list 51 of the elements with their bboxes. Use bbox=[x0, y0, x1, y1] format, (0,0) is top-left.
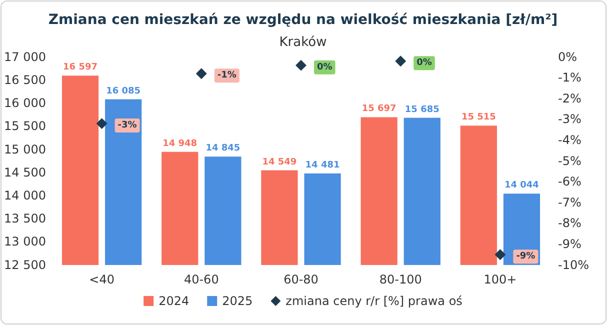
y2-tick-label: -3% bbox=[558, 112, 582, 126]
point bbox=[96, 118, 108, 130]
y2-tick-label: 0% bbox=[558, 50, 578, 64]
y-tick-label: 14 500 bbox=[4, 165, 46, 180]
y2-tick-label: -4% bbox=[558, 133, 582, 148]
point bbox=[196, 68, 207, 80]
x-tick-label: 60-80 bbox=[284, 272, 318, 287]
data-label: 14 044 bbox=[504, 180, 539, 191]
legend-label: 2024 bbox=[158, 294, 190, 308]
data-label: 0% bbox=[416, 58, 432, 68]
x-tick-label: 80-100 bbox=[379, 272, 422, 287]
data-label: 16 597 bbox=[63, 62, 98, 73]
chart-title: Zmiana cen mieszkań ze względu na wielkość mieszkania [zł/m²] bbox=[48, 12, 558, 28]
y2-tick-label: -9% bbox=[558, 237, 582, 252]
x-tick-label: 100+ bbox=[484, 272, 517, 287]
chart-subtitle: Kraków bbox=[279, 35, 328, 50]
x-tick-label: <40 bbox=[89, 272, 114, 287]
point bbox=[296, 60, 306, 71]
data-label: 16 085 bbox=[106, 86, 141, 96]
data-label: 14 549 bbox=[262, 157, 297, 168]
y2-tick-label: -1% bbox=[558, 70, 582, 85]
data-label: -3% bbox=[118, 120, 137, 131]
legend-label: 2025 bbox=[222, 294, 253, 308]
data-label: 15 515 bbox=[461, 112, 496, 123]
y-tick-label: 12 500 bbox=[4, 258, 46, 272]
y-tick-label: 15 000 bbox=[4, 142, 46, 156]
y-tick-label: 14 000 bbox=[4, 188, 46, 203]
y-tick-label: 17 000 bbox=[4, 50, 46, 64]
point bbox=[395, 56, 406, 67]
y-tick-label: 13 500 bbox=[4, 212, 46, 226]
y2-tick-label: -6% bbox=[558, 174, 582, 189]
data-label: 14 481 bbox=[305, 160, 340, 170]
data-label: 14 845 bbox=[206, 144, 240, 154]
data-label: 15 685 bbox=[404, 104, 440, 115]
y-tick-label: 13 000 bbox=[4, 234, 46, 249]
y2-tick-label: -10% bbox=[558, 258, 590, 272]
y-tick-label: 16 000 bbox=[4, 96, 46, 110]
y-tick-label: 15 500 bbox=[4, 119, 46, 134]
data-label: 0% bbox=[317, 62, 332, 72]
x-tick-label: 40-60 bbox=[184, 272, 219, 287]
data-label: 14 948 bbox=[162, 138, 198, 149]
y2-tick-label: -7% bbox=[558, 195, 582, 210]
y-tick-label: 16 500 bbox=[4, 72, 46, 87]
y2-tick-label: -8% bbox=[558, 216, 582, 230]
data-label: 15 697 bbox=[362, 104, 396, 114]
data-label: -9% bbox=[516, 252, 536, 262]
point bbox=[494, 249, 506, 260]
y2-tick-label: -5% bbox=[558, 154, 582, 168]
legend-label: zmiana ceny r/r [%] prawa oś bbox=[286, 294, 462, 308]
data-label: -1% bbox=[217, 70, 236, 81]
y2-tick-label: -2% bbox=[558, 91, 582, 106]
